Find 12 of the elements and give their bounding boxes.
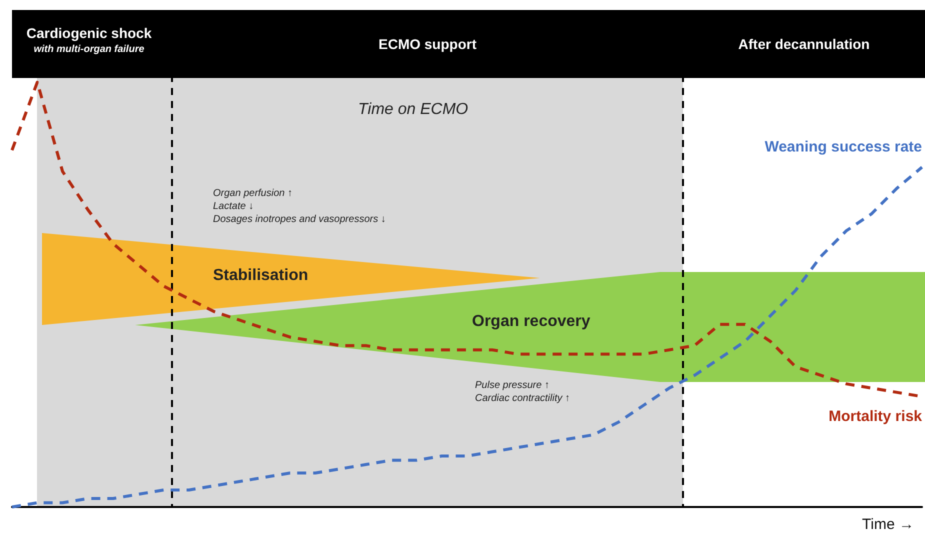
text: with multi-organ failure [32,44,146,55]
x-axis-title: Time → [862,516,914,533]
annotation: Pulse pressure ↑ Cardiac contractility ↑ [475,380,570,404]
annotation: Organ perfusion ↑ Lactate ↓ Dosages inotropes and vasopressors ↓ [213,188,386,225]
text: Cardiogenic shock [25,25,153,41]
text: After decannulation [737,36,871,52]
series-label: Weaning success rate [764,138,922,156]
annotation: Organ recovery [472,313,590,330]
annotation: Time on ECMO [358,101,468,118]
annotation: Stabilisation [213,267,308,284]
series-label: Mortality risk [828,408,923,426]
text: ECMO support [378,36,478,52]
